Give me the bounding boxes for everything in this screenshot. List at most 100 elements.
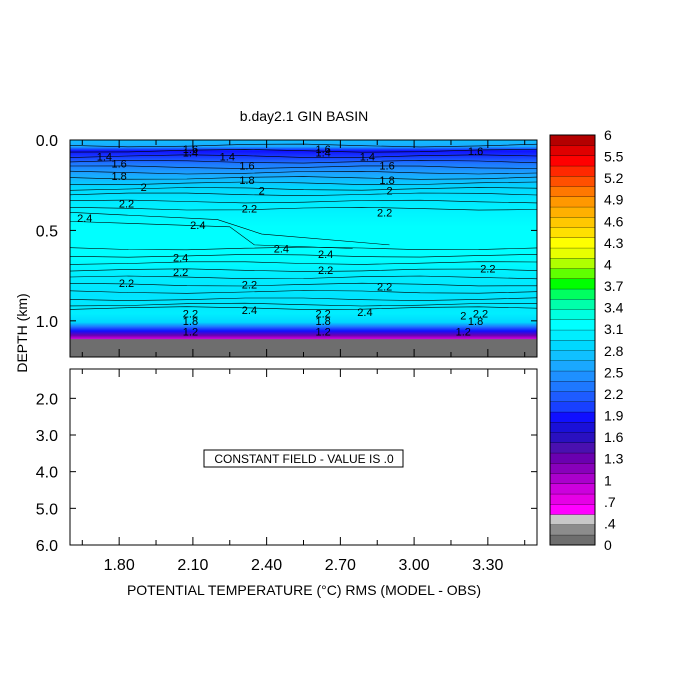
colorbar-band	[549, 134, 596, 146]
colorbar-band	[549, 319, 596, 331]
contour-line	[70, 154, 537, 158]
colorbar-label: 1	[604, 472, 612, 488]
contour-labels: 1.61.4 1.61.4 1.61.4 1.4 1.41.6 1.6 1.61.8 1.8 1…	[77, 144, 495, 339]
colorbar-label: 4	[604, 256, 612, 272]
colorbar-label: 5.5	[604, 149, 624, 165]
colorbar-label: 3.4	[604, 300, 624, 316]
contour-label: 2.2	[119, 278, 134, 290]
x-tick-label: 3.00	[399, 557, 430, 574]
contour-line	[70, 149, 537, 153]
colorbar-band	[549, 462, 596, 474]
contour-label: 1.2	[183, 327, 198, 339]
contour-label: 1.2	[316, 327, 331, 339]
contour-line	[70, 176, 537, 180]
contour-label: 2.4	[77, 213, 92, 225]
contour-label: 2.2	[473, 309, 488, 321]
colorbar-band	[549, 442, 596, 454]
y-tick-label: 0.5	[36, 223, 58, 240]
upper-panel: 1.61.4 1.61.4 1.61.4 1.4 1.41.6 1.6 1.61.8 1.8 1…	[70, 140, 537, 357]
colorbar-band	[549, 237, 596, 249]
colorbar-label: 3.1	[604, 321, 624, 337]
contour-lines	[70, 143, 537, 310]
contour-line	[70, 159, 537, 164]
colorbar-band	[549, 524, 596, 536]
colorbar-label: 1.6	[604, 429, 624, 445]
colorbar-band	[549, 278, 596, 290]
colorbar-band	[549, 391, 596, 402]
colorbar-band	[549, 288, 596, 300]
contour-label: 2.4	[242, 305, 257, 317]
contour-line	[70, 268, 537, 272]
colorbar-label: 5.2	[604, 170, 624, 186]
colorbar-band	[549, 268, 596, 279]
contour-label: 1.6	[316, 144, 331, 156]
contour-label: 2.2	[242, 204, 257, 216]
contour-label: 1.4	[220, 151, 235, 163]
colorbar-label: .4	[604, 515, 616, 531]
contour-label: 2.2	[183, 309, 198, 321]
x-axis-label: POTENTIAL TEMPERATURE (°C) RMS (MODEL - …	[127, 582, 481, 598]
colorbar-band	[549, 175, 596, 187]
lower-y-axis: 2.0 3.0 4.0 5.0 6.0	[36, 391, 537, 555]
y-tick-label: 3.0	[36, 428, 58, 445]
contour-label: 1.2	[456, 327, 471, 339]
contour-label: 2	[386, 186, 392, 198]
contour-line	[70, 246, 537, 251]
colorbar-band	[549, 452, 596, 464]
colorbar-label: .7	[604, 494, 616, 510]
contour-line	[70, 297, 537, 301]
colorbar-label: 4.6	[604, 213, 624, 229]
contour-line	[70, 275, 537, 280]
colorbar-band	[549, 155, 596, 167]
contour-label: 2.2	[318, 265, 333, 277]
contour-line	[70, 261, 537, 265]
contour-line	[70, 306, 537, 310]
colorbar-label: 4.3	[604, 235, 624, 251]
colorbar-band	[549, 411, 596, 423]
contour-label: 1.6	[239, 160, 254, 172]
contour-label: 2.4	[190, 220, 205, 232]
y-axis-label: DEPTH (km)	[14, 293, 30, 372]
contour-label: 1.6	[112, 159, 127, 171]
colorbar-band	[549, 165, 596, 177]
contour-line	[70, 165, 537, 169]
contour-label: 2.4	[173, 253, 188, 265]
contour-line	[70, 282, 537, 287]
x-tick-label: 1.80	[104, 557, 135, 574]
x-tick-label: 2.40	[251, 557, 282, 574]
contour-label: 1.8	[112, 171, 127, 183]
colorbar-band	[549, 493, 596, 505]
colorbar-band	[549, 196, 596, 208]
colorbar-band	[549, 370, 596, 382]
colorbar-label: 1.3	[604, 451, 624, 467]
colorbar-band	[549, 421, 596, 433]
constant-field-box	[203, 449, 404, 468]
contour-label: 2.2	[316, 309, 331, 321]
contour-line	[70, 187, 537, 191]
colorbar-band	[549, 350, 596, 361]
colorbar-band	[549, 329, 596, 341]
contour-label: 1.4	[183, 148, 198, 160]
contour-label: 1.8	[183, 316, 198, 328]
contour-line	[70, 170, 537, 175]
contour-line	[70, 254, 537, 258]
contour-label: 1.4	[360, 151, 375, 163]
colorbar-band	[549, 186, 596, 197]
colorbar-band	[549, 247, 596, 259]
contour-field	[70, 140, 537, 357]
colorbar-frame	[549, 134, 596, 546]
colorbar-band	[549, 401, 596, 413]
colorbar-band	[549, 514, 596, 525]
colorbar-band	[549, 483, 596, 495]
colorbar-band	[549, 503, 596, 515]
x-axis: 1.80 2.10 2.40 2.70 3.00 3.30	[81, 140, 526, 574]
contour-line	[70, 221, 353, 249]
colorbar: 6 5.5 5.2 4.9 4.6 4.3 4 3.7 3.4 3.1 2.8 2.5 2.2 1.9 1.…	[549, 127, 624, 553]
colorbar-label: 4.9	[604, 192, 624, 208]
contour-label: 2	[259, 186, 265, 198]
contour-label: 2.4	[274, 244, 289, 256]
colorbar-label: 1.9	[604, 408, 624, 424]
y-tick-label: 0.0	[36, 133, 58, 150]
contour-line	[70, 290, 537, 294]
contour-line	[70, 206, 537, 211]
